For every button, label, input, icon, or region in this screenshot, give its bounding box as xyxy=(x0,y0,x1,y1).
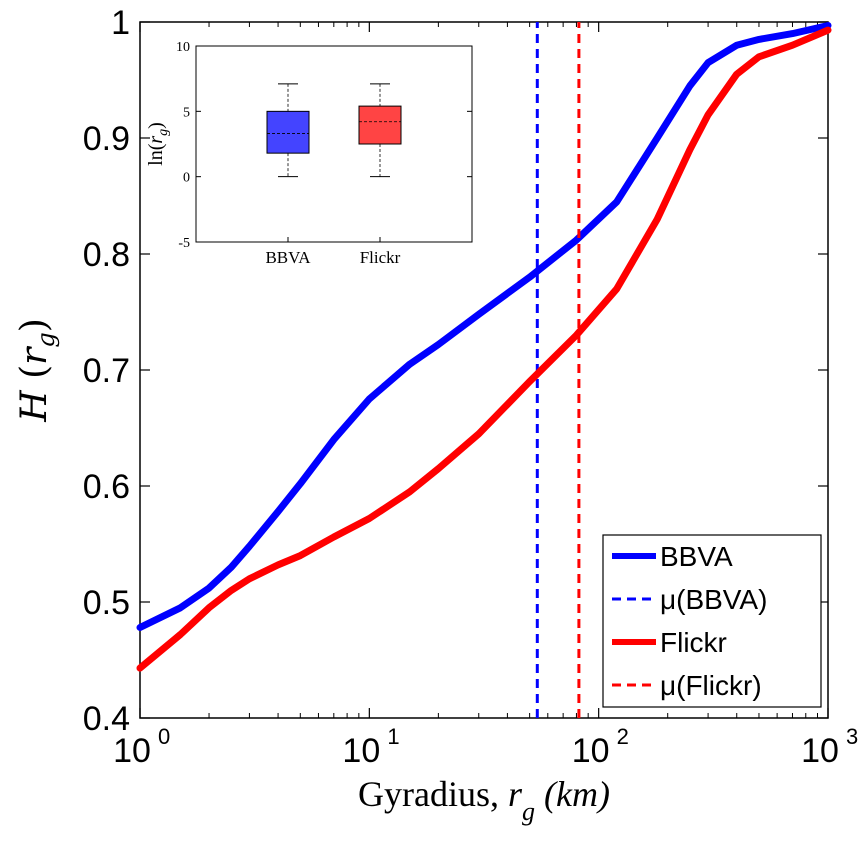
svg-text:H (rg): H (rg) xyxy=(14,318,60,423)
inset-y-axis-label: ln(rg) xyxy=(145,122,171,166)
svg-text:ln(rg): ln(rg) xyxy=(145,122,171,166)
series-line-flickr xyxy=(136,26,832,672)
x-tick-exponent-2: 2 xyxy=(617,724,629,749)
main-axis-ticks: 0.4 0.5 0.6 0.7 0.8 0.9 1 10 0 10 1 10 2 10 3 xyxy=(83,4,859,770)
inset-y-tick-label-3: 10 xyxy=(176,40,190,55)
x-tick-label-3: 10 xyxy=(801,732,839,770)
box-body-flickr xyxy=(358,105,402,145)
main-series-group xyxy=(136,22,832,718)
x-tick-exponent-0: 0 xyxy=(158,724,170,749)
x-label-unit: (km) xyxy=(535,774,610,814)
inset-y-tick-label-2: 5 xyxy=(183,105,190,120)
inset-y-label-close: ) xyxy=(145,122,167,129)
inset-x-tick-label-0: BBVA xyxy=(265,248,311,267)
main-y-axis-label: H (rg) xyxy=(14,318,60,423)
legend-label-flickr: Flickr xyxy=(660,627,727,658)
y-tick-label-1: 0.5 xyxy=(83,584,130,622)
inset-y-label-subscript: g xyxy=(156,129,171,136)
main-x-axis-label: Gyradius, rg (km) xyxy=(358,774,610,826)
x-tick-label-0: 10 xyxy=(113,732,151,770)
y-tick-label-6: 1 xyxy=(111,4,130,42)
y-tick-label-0: 0.4 xyxy=(83,700,130,738)
y-tick-label-5: 0.9 xyxy=(83,120,130,158)
inset-y-tick-label-0: -5 xyxy=(178,236,190,251)
x-tick-label-1: 10 xyxy=(342,732,380,770)
y-tick-label-2: 0.6 xyxy=(83,468,130,506)
legend-label-mu-flickr: μ(Flickr) xyxy=(660,670,762,701)
inset-y-label-variable: r xyxy=(145,136,167,144)
legend-label-bbva: BBVA xyxy=(660,541,733,572)
y-label-subscript: g xyxy=(32,332,60,347)
y-label-variable: r xyxy=(14,346,55,365)
x-tick-label-2: 10 xyxy=(572,732,610,770)
x-tick-exponent-1: 1 xyxy=(387,724,399,749)
inset-axis-ticks: -5 0 5 10 BBVA Flickr xyxy=(176,40,472,267)
legend: BBVA μ(BBVA) Flickr μ(Flickr) xyxy=(602,534,822,708)
y-label-function: H xyxy=(14,390,55,423)
inset-boxes-group xyxy=(266,83,402,178)
inset-y-label-prefix: ln( xyxy=(145,143,167,166)
legend-label-mu-bbva: μ(BBVA) xyxy=(660,584,767,615)
inset-plot-area xyxy=(195,45,473,243)
series-line-bbva xyxy=(136,22,832,631)
inset-x-tick-label-1: Flickr xyxy=(360,248,401,267)
y-tick-label-3: 0.7 xyxy=(83,352,130,390)
box-body-bbva xyxy=(266,110,310,154)
y-tick-label-4: 0.8 xyxy=(83,236,130,274)
x-label-variable: r xyxy=(508,774,523,814)
x-label-subscript: g xyxy=(522,797,535,826)
legend-box xyxy=(602,534,822,708)
x-label-text: Gyradius, xyxy=(358,774,508,814)
inset-y-tick-label-1: 0 xyxy=(183,171,190,186)
inset-boxplot: -5 0 5 10 BBVA Flickr ln(rg) xyxy=(145,40,473,267)
x-tick-exponent-3: 3 xyxy=(846,724,858,749)
